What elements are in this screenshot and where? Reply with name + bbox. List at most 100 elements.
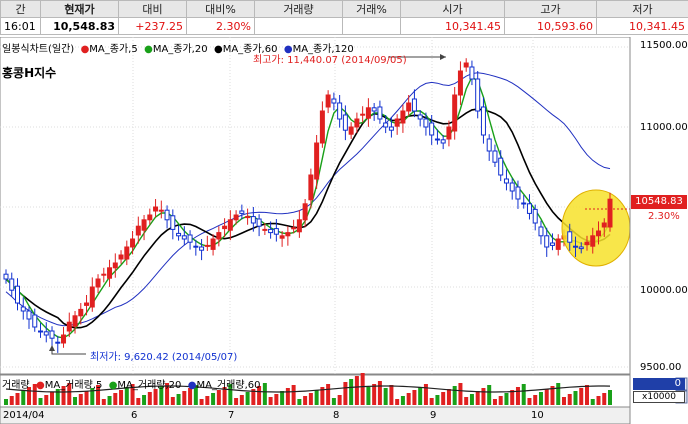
candle-body <box>423 118 429 128</box>
low-arrow-icon <box>49 345 55 351</box>
volume-bar <box>67 383 72 405</box>
vol-legend-dot-60: ● <box>184 380 197 391</box>
candle-body <box>377 106 383 120</box>
candle-body <box>233 214 239 221</box>
low-annotation: 최저가: 9,620.42 (2014/05/07) <box>90 352 238 363</box>
volume-bar <box>32 384 37 405</box>
legend-ma120: MA_종가,120 <box>292 44 354 55</box>
candle-body <box>354 118 360 128</box>
candle-body <box>469 66 475 80</box>
candle-body <box>515 186 521 200</box>
candle-body <box>544 235 550 248</box>
volume-bar <box>469 394 474 405</box>
y-tick-11000: 11000.00 <box>640 122 688 133</box>
volume-bar <box>314 390 319 405</box>
header-change-pct: 대비% <box>186 0 255 18</box>
candle-body <box>475 78 481 112</box>
candle-body <box>296 219 302 233</box>
volume-bar <box>602 393 607 405</box>
volume-bar <box>257 386 262 405</box>
candle-body <box>480 106 486 136</box>
grid <box>0 37 630 374</box>
volume-bar <box>504 393 509 405</box>
volume-bar <box>245 392 250 405</box>
volume-bar <box>533 395 538 405</box>
volume-bar <box>458 383 463 405</box>
volume-bar <box>199 399 204 405</box>
ma120-path <box>5 72 611 327</box>
candle-body <box>578 246 584 250</box>
candle-body <box>538 226 544 237</box>
x-tick-7: 7 <box>228 410 235 421</box>
candle-body <box>130 238 136 248</box>
volume-bar <box>331 398 336 405</box>
volume-bar <box>377 381 382 405</box>
volume-bar <box>182 391 187 405</box>
volume-bar <box>90 388 95 405</box>
volume-bar <box>303 396 308 405</box>
candle-body <box>112 262 118 269</box>
candle-body <box>204 244 210 247</box>
candle-body <box>61 334 67 344</box>
vol-legend-label: 거래량 <box>2 380 30 391</box>
candle-body <box>262 228 268 231</box>
volume-bar <box>412 390 417 405</box>
candle-body <box>417 114 423 120</box>
volume-bar <box>262 383 267 405</box>
volume-bar <box>165 383 170 405</box>
candle-body <box>601 222 607 228</box>
volume-bar <box>153 389 158 405</box>
volume-bar <box>579 388 584 405</box>
header-current: 현재가 <box>40 0 119 18</box>
volume-legend: 거래량 ● MA_거래량,5 ● MA_거래량,20 ● MA_거래량,60 <box>2 376 260 391</box>
candle-body <box>101 273 107 276</box>
volume-bar <box>159 386 164 405</box>
candle-body <box>452 94 458 132</box>
x-tick-8: 8 <box>333 410 340 421</box>
candle-body <box>331 98 337 104</box>
volume-bar <box>354 376 359 405</box>
high-arrow-icon <box>440 54 446 60</box>
candle-body <box>595 230 601 237</box>
candle-body <box>26 310 32 320</box>
candle-body <box>20 306 26 312</box>
candle-body <box>199 246 205 251</box>
volume-bar <box>78 394 83 405</box>
header-volume: 거래량 <box>254 0 343 18</box>
candle-body <box>124 246 130 260</box>
volume-bar <box>337 395 342 405</box>
candle-body <box>43 331 49 336</box>
value-low: 10,341.45 <box>596 17 688 35</box>
candle-body <box>222 225 228 230</box>
candle-body <box>486 138 492 152</box>
candle-body <box>164 209 170 221</box>
volume-bar <box>567 394 572 405</box>
candle-body <box>383 122 389 128</box>
vol-legend-ma60: MA_거래량,60 <box>196 380 261 391</box>
volume-bar <box>205 396 210 405</box>
candle-body <box>584 241 590 246</box>
candle-body <box>567 231 573 243</box>
legend-dot-ma20: ● <box>140 44 153 55</box>
vol-legend-ma5: MA_거래량,5 <box>44 380 103 391</box>
volume-bar <box>521 384 526 405</box>
volume-bar <box>487 385 492 405</box>
candle-body <box>406 102 412 112</box>
volume-bar <box>228 384 233 405</box>
ma20-path <box>5 75 611 339</box>
volume-bar <box>429 398 434 405</box>
candle-body <box>187 234 193 243</box>
candle-body <box>273 228 279 235</box>
candle-body <box>135 225 141 236</box>
candle-body <box>239 210 245 214</box>
legend-dot-ma60: ● <box>210 44 223 55</box>
volume-bar <box>222 387 227 405</box>
value-volume <box>254 17 343 35</box>
candle-body <box>549 242 555 246</box>
header-high: 고가 <box>504 0 597 18</box>
y-tick-11500: 11500.00 <box>640 40 688 51</box>
candlestick-chart[interactable] <box>0 37 688 424</box>
candle-body <box>153 206 159 212</box>
volume-bar <box>9 396 14 405</box>
candle-body <box>607 198 613 228</box>
